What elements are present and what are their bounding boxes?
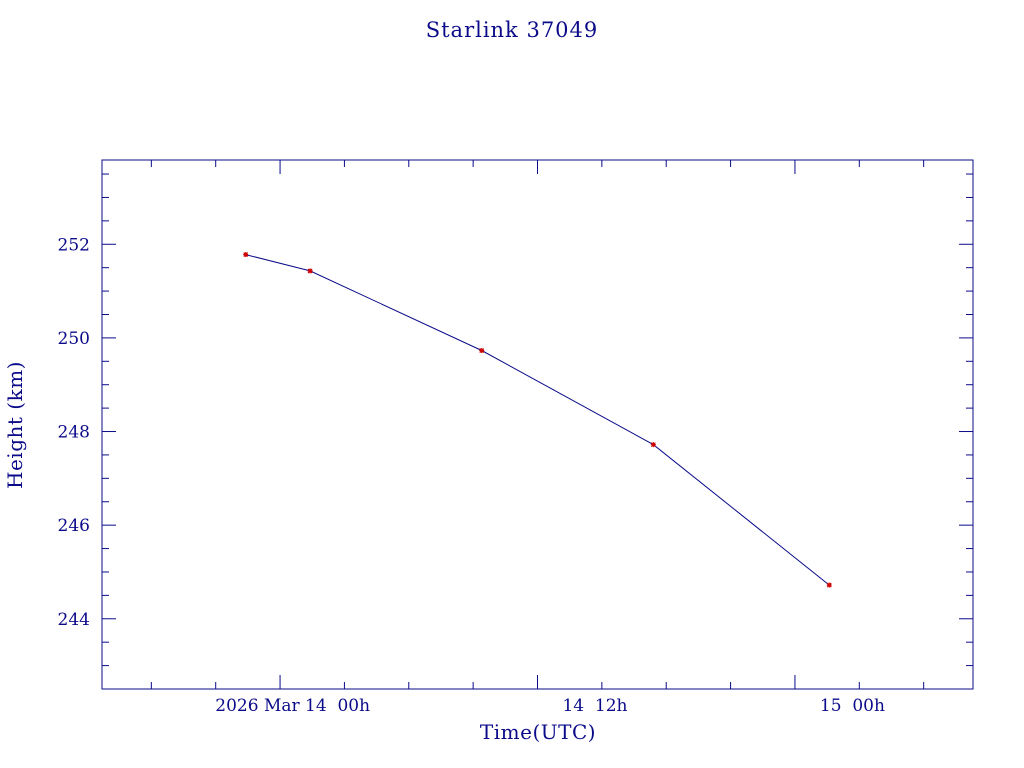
x-tick-label: 2026 Mar 14 00h <box>215 696 370 716</box>
x-axis-label: Time(UTC) <box>480 720 596 744</box>
data-point <box>307 268 313 274</box>
data-point <box>826 582 832 588</box>
y-axis-label: Height (km) <box>3 361 27 489</box>
y-tick-label: 244 <box>58 610 90 630</box>
axis-ticks <box>102 160 973 690</box>
x-tick-label: 15 00h <box>820 696 885 716</box>
y-tick-label: 248 <box>58 423 90 443</box>
plot-frame <box>101 159 974 690</box>
data-point <box>479 348 485 354</box>
x-tick-labels: 2026 Mar 14 00h 14 12h 15 00h <box>215 696 885 716</box>
data-point <box>650 442 656 448</box>
series-layer <box>243 252 832 588</box>
x-tick-label: 14 12h <box>562 696 627 716</box>
series-line <box>245 254 830 586</box>
y-tick-label: 250 <box>58 329 90 349</box>
y-tick-label: 246 <box>58 516 90 536</box>
y-tick-labels: 244 246 248 250 252 <box>58 235 90 630</box>
data-point <box>243 252 249 258</box>
y-tick-label: 252 <box>58 235 90 255</box>
chart-title: Starlink 37049 <box>426 18 599 42</box>
